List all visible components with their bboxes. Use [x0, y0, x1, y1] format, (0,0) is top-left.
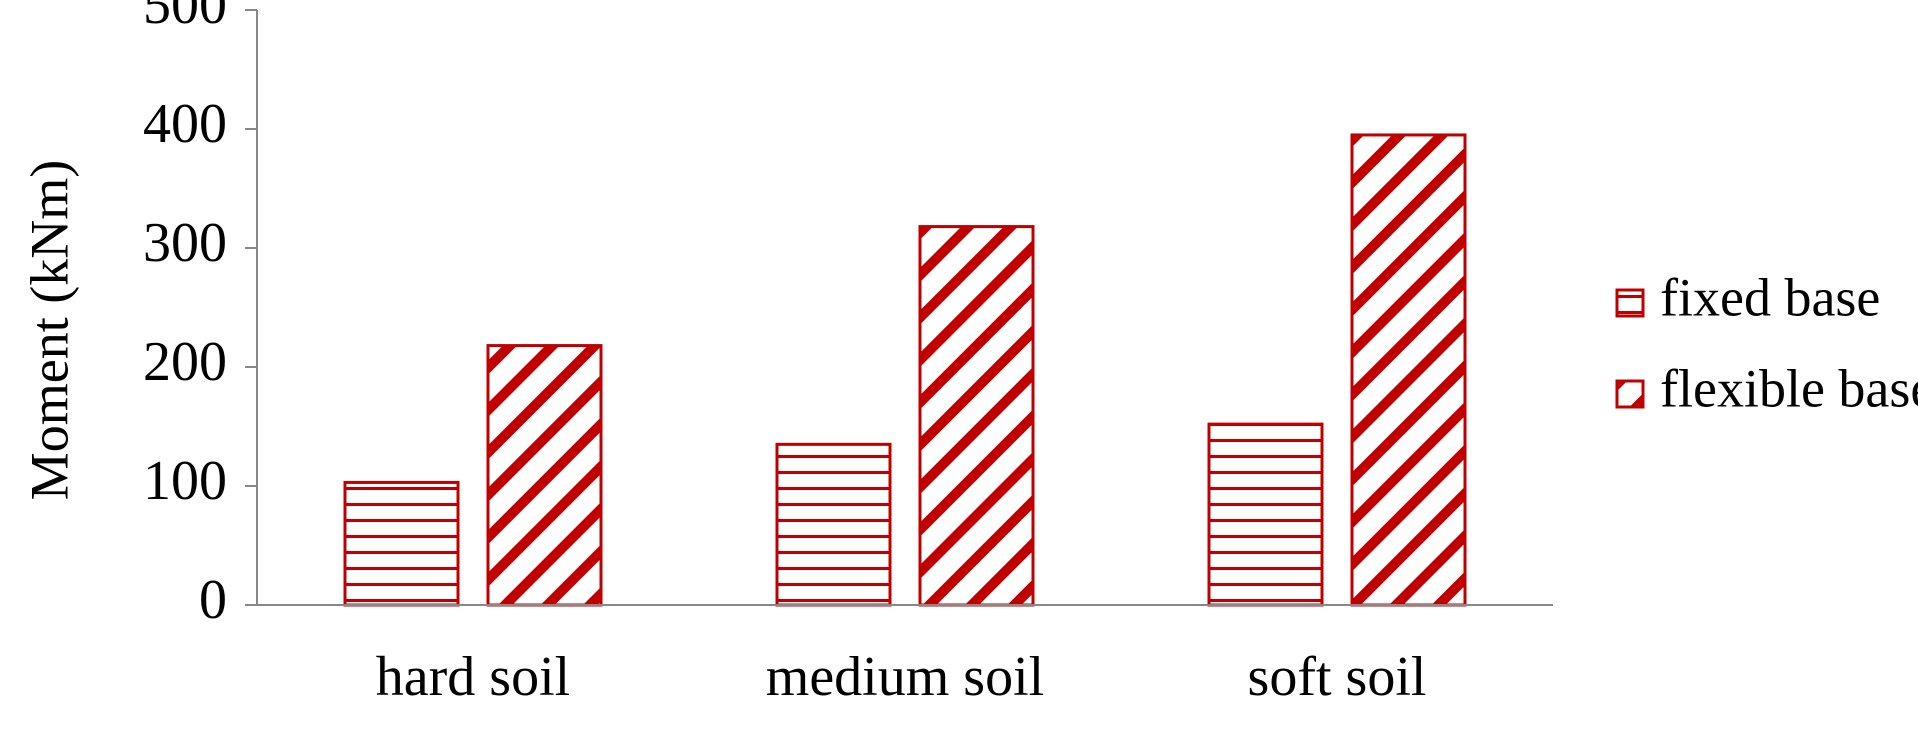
y-tick-label: 300	[143, 212, 227, 274]
bar	[486, 344, 603, 607]
x-tick-label: hard soil	[376, 646, 570, 708]
legend-label: fixed base	[1660, 267, 1880, 327]
legend-swatch	[1615, 379, 1645, 409]
x-tick-label: medium soil	[766, 646, 1044, 708]
y-tick-label: 500	[143, 0, 227, 36]
legend-swatch	[1615, 288, 1645, 318]
y-tick-label: 400	[143, 93, 227, 155]
bar	[343, 480, 460, 607]
y-tick-label: 200	[143, 331, 227, 393]
legend-label: flexible base	[1660, 358, 1918, 418]
y-tick-label: 100	[143, 450, 227, 512]
x-tick-label: soft soil	[1248, 646, 1427, 708]
bar	[1207, 422, 1324, 607]
y-axis-title: Moment (kNm)	[19, 160, 79, 500]
bar	[1350, 133, 1467, 607]
y-tick-label: 0	[199, 569, 227, 631]
bar	[918, 225, 1035, 607]
bar	[775, 442, 892, 607]
